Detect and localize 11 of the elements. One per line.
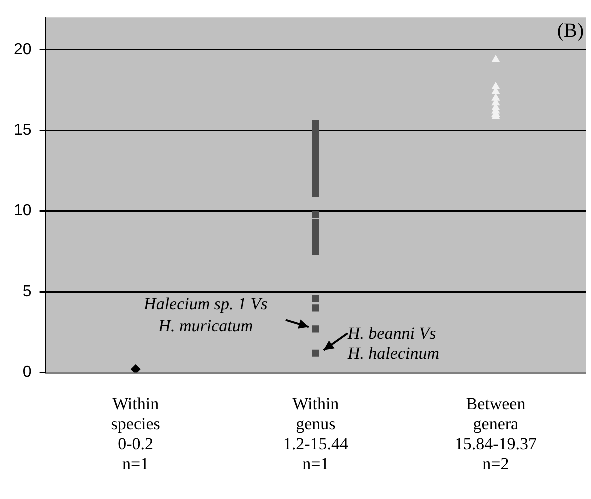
x-tick-label: Between genera 15.84-19.37 n=2 bbox=[454, 394, 538, 474]
annotation: H. beanni Vs H. halecinum bbox=[346, 324, 440, 363]
annotation: (B) bbox=[557, 20, 584, 42]
y-tick-label: 0 bbox=[22, 364, 32, 382]
y-tick-label: 20 bbox=[14, 41, 32, 58]
y-tick-label: 15 bbox=[14, 122, 32, 140]
x-tick-label: Within species 0-0.2 n=1 bbox=[111, 394, 160, 474]
y-tick-label: 10 bbox=[14, 202, 32, 220]
x-tick-label: Within genus 1.2-15.44 n=1 bbox=[283, 394, 349, 474]
y-tick-label: 5 bbox=[22, 283, 32, 300]
annotation: Halecium sp. 1 Vs H. muricatum bbox=[143, 294, 268, 336]
